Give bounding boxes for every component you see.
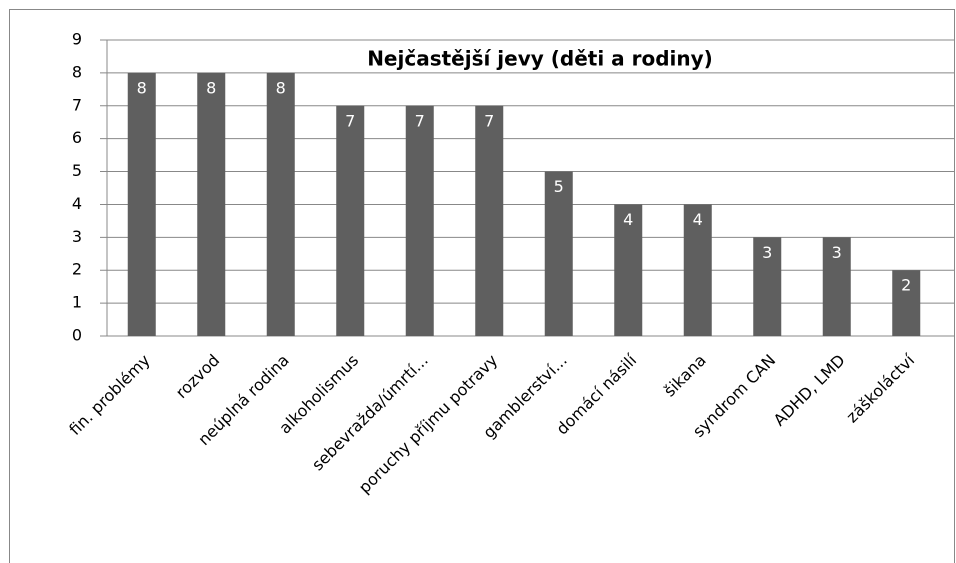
y-tick-label: 2	[72, 260, 82, 279]
y-tick-label: 5	[72, 161, 82, 180]
bar	[266, 72, 295, 336]
y-tick-label: 1	[72, 293, 82, 312]
data-label: 3	[762, 243, 772, 262]
bar	[544, 171, 573, 336]
y-tick-label: 9	[72, 30, 82, 49]
bar	[683, 204, 712, 336]
bar	[892, 270, 921, 336]
bar	[475, 105, 504, 337]
y-tick-label: 0	[72, 326, 82, 345]
bar	[822, 237, 851, 336]
data-label: 3	[832, 243, 842, 262]
data-label: 8	[276, 78, 286, 97]
bar	[197, 72, 226, 336]
bar	[614, 204, 643, 336]
data-label: 8	[206, 78, 216, 97]
data-label: 7	[345, 111, 355, 130]
data-label: 7	[484, 111, 494, 130]
bar	[405, 105, 434, 337]
data-label: 2	[901, 276, 911, 295]
bar	[336, 105, 365, 337]
chart-title: Nejčastější jevy (děti a rodiny)	[367, 47, 713, 71]
data-label: 7	[415, 111, 425, 130]
bar	[127, 72, 156, 336]
y-tick-label: 6	[72, 128, 82, 147]
y-tick-label: 7	[72, 95, 82, 114]
y-tick-label: 4	[72, 194, 82, 213]
data-label: 4	[623, 210, 633, 229]
data-label: 8	[137, 78, 147, 97]
y-tick-label: 8	[72, 62, 82, 81]
data-label: 4	[693, 210, 703, 229]
bar	[753, 237, 782, 336]
data-label: 5	[554, 177, 564, 196]
y-tick-label: 3	[72, 227, 82, 246]
